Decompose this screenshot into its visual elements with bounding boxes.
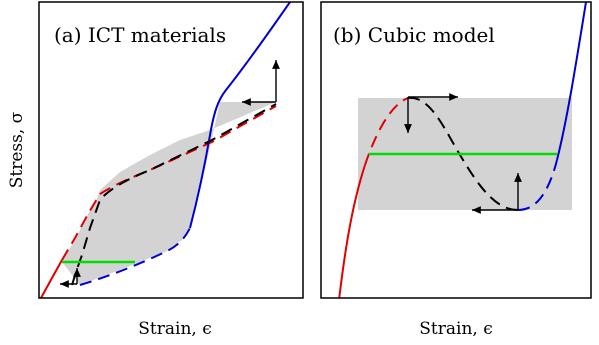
series-blue-solid-a — [189, 2, 291, 229]
y-axis-label: Stress, σ — [7, 111, 27, 188]
series-black-dashed-a — [71, 103, 277, 286]
panel-a: (a) ICT materials — [38, 1, 304, 299]
series-blue-dashed-a — [79, 227, 191, 286]
x-axis-label-a: Strain, ϵ — [138, 319, 211, 339]
panel-title-a: (a) ICT materials — [54, 23, 226, 47]
x-axis-label-b: Strain, ϵ — [419, 319, 492, 339]
axes-frame-b — [320, 1, 592, 299]
series-red-dashed-a — [61, 105, 277, 261]
panel-b: (b) Cubic model — [320, 1, 592, 299]
series-red-dashed-b — [364, 97, 409, 166]
shaded-fill-a — [62, 102, 276, 285]
series-blue-dashed-b — [517, 159, 558, 211]
axes-frame-a — [38, 1, 304, 299]
series-blue-solid-b — [556, 2, 587, 161]
series-red-solid-a — [40, 259, 63, 298]
series-red-solid-b — [338, 164, 366, 298]
panel-title-b: (b) Cubic model — [333, 23, 495, 47]
